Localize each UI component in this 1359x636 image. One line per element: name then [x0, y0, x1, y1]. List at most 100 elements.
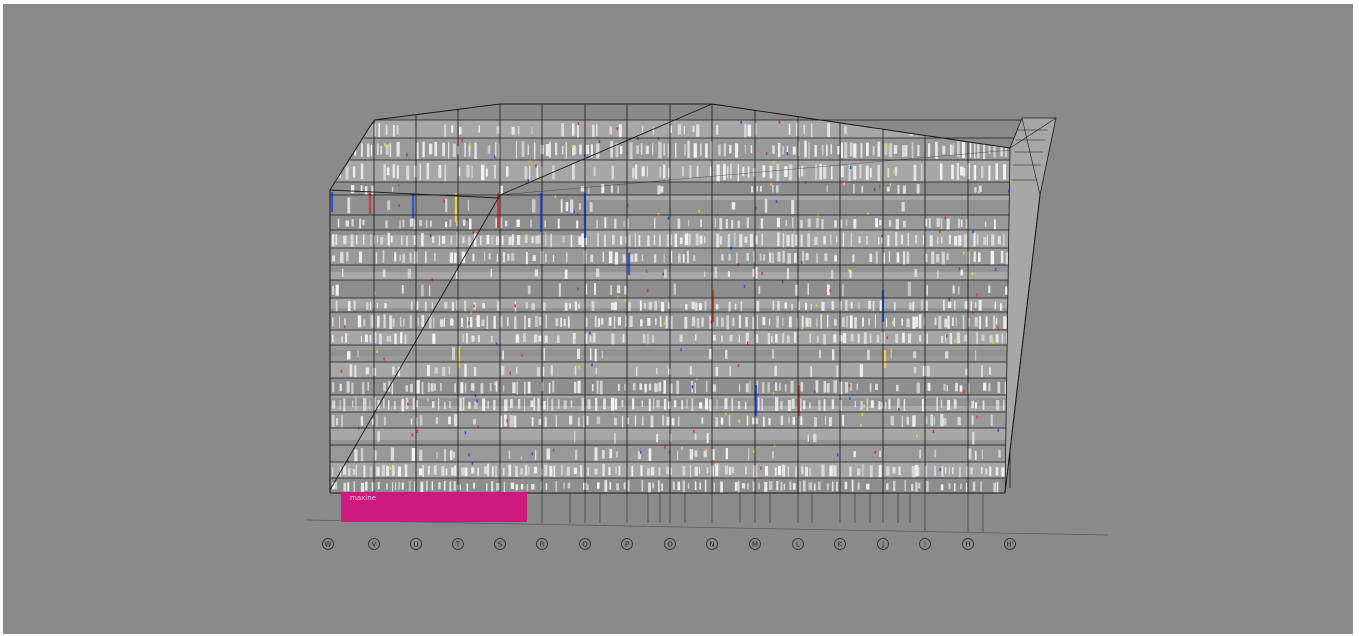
window-sliver: [527, 381, 531, 394]
accent-dot: [663, 322, 666, 326]
window-sliver: [716, 316, 719, 327]
window-sliver: [1035, 382, 1038, 394]
window-sliver: [561, 465, 563, 476]
window-sliver: [377, 482, 380, 490]
grid-axis-label: R: [540, 541, 545, 549]
window-sliver: [772, 185, 774, 193]
window-sliver: [744, 236, 748, 244]
window-sliver: [797, 142, 800, 157]
window-sliver: [614, 417, 617, 426]
window-sliver: [349, 364, 353, 377]
window-sliver: [503, 481, 505, 493]
window-sliver: [981, 365, 983, 378]
window-sliver: [365, 367, 369, 375]
window-sliver: [875, 383, 878, 390]
window-sliver: [828, 417, 832, 427]
grid-axis-r: R: [536, 538, 548, 550]
window-sliver: [474, 367, 477, 376]
window-sliver: [739, 234, 743, 248]
window-sliver: [661, 483, 663, 491]
window-sliver: [844, 126, 847, 135]
window-sliver: [405, 385, 408, 392]
window-sliver: [346, 252, 349, 262]
window-sliver: [799, 398, 802, 412]
window-sliver: [776, 481, 779, 491]
window-sliver: [399, 254, 401, 261]
window-sliver: [682, 466, 686, 476]
window-sliver: [716, 233, 720, 248]
window-sliver: [921, 299, 923, 311]
window-sliver: [734, 232, 736, 247]
window-sliver: [885, 401, 887, 409]
window-sliver: [609, 482, 612, 490]
window-sliver: [776, 316, 779, 328]
window-sliver: [650, 415, 654, 428]
window-sliver: [594, 468, 598, 475]
window-sliver: [929, 235, 933, 247]
window-sliver: [382, 269, 386, 278]
window-sliver: [912, 316, 916, 329]
window-sliver: [602, 252, 605, 263]
window-sliver: [550, 365, 553, 376]
window-sliver: [755, 418, 759, 424]
window-sliver: [401, 285, 404, 294]
window-sliver: [973, 165, 977, 181]
window-sliver: [1005, 252, 1009, 265]
window-sliver: [802, 251, 805, 264]
window-sliver: [560, 317, 562, 327]
window-sliver: [601, 351, 603, 359]
window-sliver: [377, 399, 380, 409]
window-sliver: [527, 144, 529, 155]
window-sliver: [925, 125, 927, 136]
window-sliver: [590, 254, 594, 263]
window-sliver: [684, 316, 688, 329]
window-sliver: [740, 301, 742, 312]
accent-dot: [867, 212, 869, 216]
window-sliver: [968, 318, 970, 327]
window-sliver: [361, 143, 363, 157]
grid-axis-label: K: [838, 541, 843, 549]
accent-dot: [668, 450, 671, 454]
window-sliver: [997, 381, 1001, 394]
window-sliver: [438, 398, 440, 410]
window-sliver: [487, 145, 491, 154]
window-sliver: [915, 481, 918, 492]
window-sliver: [387, 200, 391, 211]
grid-bubble-icon: [621, 538, 633, 550]
window-sliver: [345, 220, 349, 227]
accent-dot: [525, 233, 527, 237]
window-sliver: [452, 143, 456, 157]
window-sliver: [869, 465, 873, 478]
window-sliver: [849, 269, 852, 278]
window-sliver: [503, 385, 505, 392]
window-sliver: [675, 142, 677, 158]
accent-dot: [765, 152, 768, 156]
window-sliver: [709, 399, 712, 412]
window-sliver: [419, 219, 423, 227]
window-sliver: [622, 334, 625, 343]
window-sliver: [360, 336, 363, 342]
window-sliver: [474, 142, 477, 160]
window-sliver: [353, 300, 356, 311]
window-sliver: [888, 251, 890, 263]
accent-dot: [873, 187, 876, 191]
window-sliver: [926, 285, 928, 296]
window-sliver: [396, 142, 400, 157]
grid-bubble-icon: [749, 538, 761, 550]
window-sliver: [1003, 316, 1007, 329]
grid-bubble-icon: [579, 538, 591, 550]
window-sliver: [451, 125, 454, 133]
window-sliver: [655, 318, 657, 326]
window-sliver: [696, 165, 699, 177]
window-sliver: [673, 283, 676, 296]
window-sliver: [518, 399, 521, 409]
window-sliver: [894, 167, 898, 176]
window-sliver: [610, 397, 615, 411]
window-sliver: [610, 302, 615, 310]
grid-axis-s: S: [494, 538, 506, 550]
window-sliver: [332, 482, 336, 490]
window-sliver: [602, 450, 605, 459]
window-sliver: [482, 303, 485, 309]
window-sliver: [363, 465, 366, 478]
window-sliver: [827, 314, 829, 328]
